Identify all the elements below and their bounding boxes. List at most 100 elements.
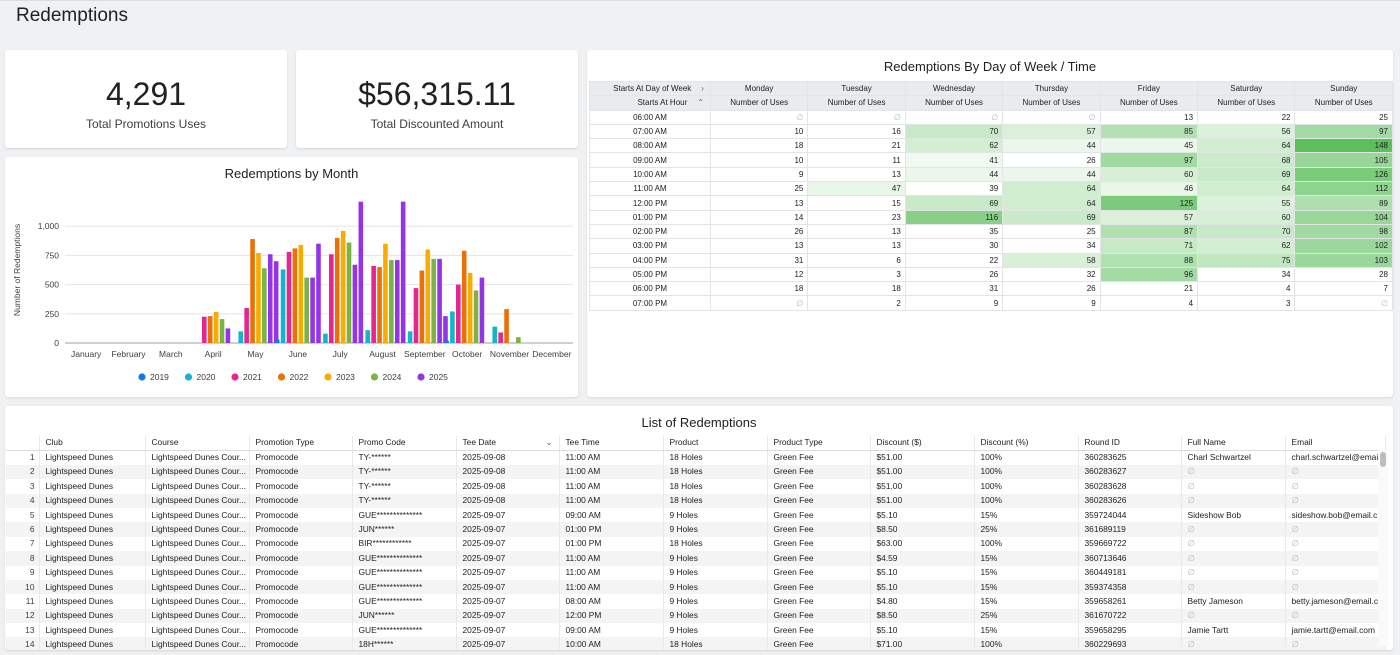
heatmap-cell[interactable]: 3 xyxy=(1197,295,1296,311)
heatmap-cell[interactable]: 97 xyxy=(1294,123,1393,140)
heatmap-cell[interactable]: 69 xyxy=(1002,209,1101,225)
heatmap-cell[interactable]: 56 xyxy=(1197,123,1296,140)
heatmap-cell[interactable]: 105 xyxy=(1294,152,1393,168)
heatmap-cell[interactable]: 4 xyxy=(1197,281,1296,297)
heatmap-cell[interactable]: 12 xyxy=(709,266,809,283)
heatmap-cell[interactable]: 44 xyxy=(904,166,1004,183)
heatmap-cell[interactable]: 126 xyxy=(1294,166,1393,183)
heatmap-cell[interactable]: 13 xyxy=(1099,109,1199,125)
heatmap-cell[interactable]: 26 xyxy=(1002,281,1101,297)
scrollbar-track[interactable] xyxy=(1378,450,1388,646)
heatmap-cell[interactable]: 116 xyxy=(904,209,1004,225)
heatmap-cell[interactable]: 70 xyxy=(904,123,1004,140)
heatmap-cell[interactable]: 9 xyxy=(1002,295,1101,311)
heatmap-cell[interactable]: 58 xyxy=(1002,252,1101,268)
bar-chart[interactable]: 0 250 500 750 1,000 Number of Redemptions Janu… xyxy=(5,157,578,397)
chart-card-redemptions-by-month[interactable]: Redemptions by Month 0 250 500 750 1,000 Numb… xyxy=(5,157,578,397)
heatmap-cell[interactable]: 62 xyxy=(1197,238,1296,254)
table-row[interactable]: 13 Lightspeed Dunes Lightspeed Dunes Cour.… xyxy=(6,623,1387,638)
heatmap-cell[interactable]: 62 xyxy=(904,138,1004,154)
heatmap-cell[interactable]: 34 xyxy=(1002,238,1101,254)
heatmap-cell[interactable]: 60 xyxy=(1099,166,1199,183)
metric-header[interactable]: Number of Uses xyxy=(1197,95,1296,111)
heatmap-cell[interactable]: 10 xyxy=(709,152,809,168)
heatmap-cell[interactable]: 18 xyxy=(709,138,809,154)
heatmap-cell[interactable]: ∅ xyxy=(1002,109,1101,125)
redemptions-table[interactable]: Club Course Promotion Type Promo Code Tee Da… xyxy=(6,436,1387,650)
heatmap-cell[interactable]: 64 xyxy=(1002,181,1101,197)
table-row[interactable]: 7 Lightspeed Dunes Lightspeed Dunes Cour..… xyxy=(6,536,1387,552)
heatmap-cell[interactable]: 11 xyxy=(807,152,906,168)
table-row[interactable]: 8 Lightspeed Dunes Lightspeed Dunes Cour..… xyxy=(6,551,1387,566)
column-header[interactable]: Promo Code xyxy=(352,436,457,451)
scrollbar-thumb[interactable] xyxy=(1380,452,1386,467)
heatmap-cell[interactable]: 13 xyxy=(709,195,809,211)
table-row[interactable]: 6 Lightspeed Dunes Lightspeed Dunes Cour..… xyxy=(6,522,1387,537)
metric-header[interactable]: Number of Uses xyxy=(807,95,906,111)
heatmap-cell[interactable]: 112 xyxy=(1294,181,1393,197)
heatmap-cell[interactable]: 21 xyxy=(1099,281,1199,297)
heatmap-cell[interactable]: 103 xyxy=(1294,252,1393,268)
heatmap-cell[interactable]: 22 xyxy=(1197,109,1296,125)
column-header[interactable]: Product xyxy=(663,436,768,451)
metric-header[interactable]: Number of Uses xyxy=(1099,95,1199,111)
heatmap-cell[interactable]: 71 xyxy=(1099,238,1199,254)
heatmap-cell[interactable]: 9 xyxy=(904,295,1004,311)
heatmap-cell[interactable]: 89 xyxy=(1294,195,1393,211)
heatmap-cell[interactable]: 35 xyxy=(904,223,1004,240)
heatmap-cell[interactable]: 25 xyxy=(1294,109,1393,125)
heatmap-cell[interactable]: 2 xyxy=(807,295,906,311)
column-header[interactable]: Club xyxy=(39,436,146,451)
heatmap-cell[interactable]: 16 xyxy=(807,123,906,140)
heatmap-cell[interactable]: 60 xyxy=(1197,209,1296,225)
heatmap-cell[interactable]: 47 xyxy=(807,181,906,197)
column-header[interactable]: Discount (%) xyxy=(974,436,1079,451)
sort-desc-icon[interactable]: ⌄ xyxy=(545,437,553,448)
heatmap-cell[interactable]: 69 xyxy=(904,195,1004,211)
table-row[interactable]: 9 Lightspeed Dunes Lightspeed Dunes Cour..… xyxy=(6,565,1387,580)
table-row[interactable]: 5 Lightspeed Dunes Lightspeed Dunes Cour..… xyxy=(6,507,1387,523)
table-row[interactable]: 3 Lightspeed Dunes Lightspeed Dunes Cour..… xyxy=(6,479,1387,494)
heatmap-cell[interactable]: 13 xyxy=(807,238,906,254)
heatmap-cell[interactable]: 44 xyxy=(1002,138,1101,154)
heatmap-card[interactable]: Redemptions By Day of Week / Time Starts… xyxy=(587,50,1393,397)
heatmap-cell[interactable]: ∅ xyxy=(1294,295,1393,311)
heatmap-cell[interactable]: 34 xyxy=(1197,266,1296,283)
heatmap-cell[interactable]: 13 xyxy=(709,238,809,254)
day-header[interactable]: Saturday xyxy=(1197,80,1296,97)
heatmap-cell[interactable]: 7 xyxy=(1294,281,1393,297)
heatmap-cell[interactable]: 18 xyxy=(709,281,809,297)
heatmap-cell[interactable]: 102 xyxy=(1294,238,1393,254)
day-header[interactable]: Thursday xyxy=(1002,80,1101,97)
heatmap-cell[interactable]: 22 xyxy=(904,252,1004,268)
dimension-header-day[interactable]: Starts At Day of Week › xyxy=(589,80,711,97)
table-row[interactable]: 2 Lightspeed Dunes Lightspeed Dunes Cour..… xyxy=(6,464,1387,480)
heatmap-cell[interactable]: 18 xyxy=(807,281,906,297)
heatmap-cell[interactable]: 70 xyxy=(1197,223,1296,240)
heatmap-cell[interactable]: 64 xyxy=(1197,181,1296,197)
metric-header[interactable]: Number of Uses xyxy=(1294,95,1393,111)
heatmap-cell[interactable]: 25 xyxy=(709,181,809,197)
heatmap-cell[interactable]: 23 xyxy=(807,209,906,225)
heatmap-cell[interactable]: 10 xyxy=(709,123,809,140)
heatmap-cell[interactable]: 13 xyxy=(807,223,906,240)
heatmap-cell[interactable]: ∅ xyxy=(709,295,809,311)
chevron-right-icon[interactable]: › xyxy=(701,84,704,94)
heatmap-cell[interactable]: 55 xyxy=(1197,195,1296,211)
heatmap-cell[interactable]: 75 xyxy=(1197,252,1296,268)
heatmap-cell[interactable]: 9 xyxy=(709,166,809,183)
table-row[interactable]: 11 Lightspeed Dunes Lightspeed Dunes Cour.… xyxy=(6,594,1387,609)
heatmap-cell[interactable]: 6 xyxy=(807,252,906,268)
column-header[interactable]: Email xyxy=(1285,436,1387,451)
column-header[interactable]: Product Type xyxy=(767,436,871,451)
heatmap-cell[interactable]: ∅ xyxy=(709,109,809,125)
table-row[interactable]: 14 Lightspeed Dunes Lightspeed Dunes Cour.… xyxy=(6,637,1387,650)
heatmap-cell[interactable]: 13 xyxy=(807,166,906,183)
day-header[interactable]: Tuesday xyxy=(807,80,906,97)
sort-up-icon[interactable]: ⌃ xyxy=(697,98,704,108)
table-row[interactable]: 1 Lightspeed Dunes Lightspeed Dunes Cour..… xyxy=(6,450,1387,465)
column-header[interactable]: Promotion Type xyxy=(249,436,353,451)
heatmap-cell[interactable]: 69 xyxy=(1197,166,1296,183)
heatmap-cell[interactable]: 125 xyxy=(1099,195,1199,211)
metric-header[interactable]: Number of Uses xyxy=(1002,95,1101,111)
